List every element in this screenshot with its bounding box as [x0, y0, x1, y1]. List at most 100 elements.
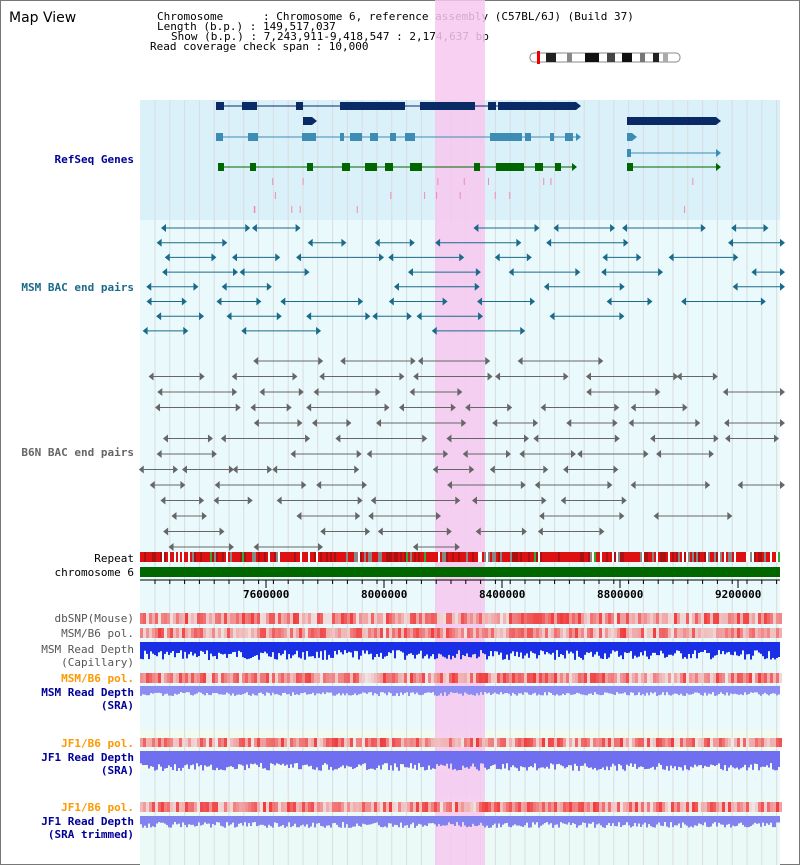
depth-bar	[326, 642, 328, 660]
track-name-jf1-b6-pol-1[interactable]: JF1/B6 pol.	[61, 737, 134, 750]
track-name-refseq[interactable]: RefSeq Genes	[54, 153, 134, 166]
depth-bar	[404, 642, 406, 660]
depth-bar	[182, 686, 184, 693]
depth-bar	[678, 816, 680, 824]
b6n-bac-track[interactable]	[138, 357, 785, 551]
track-name-msm-b6-pol-1[interactable]: MSM/B6 pol.	[61, 627, 134, 640]
track-name-msm-b6-pol-2[interactable]: MSM/B6 pol.	[61, 672, 134, 685]
depth-bar	[650, 751, 652, 768]
heat-cell	[272, 673, 275, 683]
repeat-bar[interactable]	[140, 552, 780, 562]
heat-cell	[452, 673, 455, 683]
track-name-dbsnp[interactable]: dbSNP(Mouse)	[54, 612, 134, 625]
depth-bar	[336, 751, 338, 770]
chromosome-ideogram[interactable]	[529, 51, 681, 64]
depth-bar	[436, 816, 438, 827]
depth-bar	[510, 686, 512, 696]
heat-cell	[365, 673, 368, 683]
heat-cell	[638, 738, 641, 747]
heat-cell	[221, 738, 224, 747]
repeat-segment	[174, 552, 176, 562]
heat-cell	[680, 628, 683, 638]
depth-bar	[702, 751, 704, 769]
depth-bar	[566, 816, 568, 825]
depth-bar	[634, 642, 636, 656]
heat-cell	[599, 613, 602, 624]
heat-cell	[245, 673, 248, 683]
refseq-genes-track[interactable]	[216, 102, 721, 213]
depth-tracks[interactable]	[140, 642, 780, 828]
depth-bar	[232, 686, 234, 694]
bac-end	[346, 419, 352, 427]
heat-cell	[527, 673, 530, 683]
heat-cell	[458, 802, 461, 812]
heat-cell	[404, 628, 407, 638]
repeat-segment	[750, 552, 752, 562]
track-name-msm-depth-sra-1[interactable]: MSM Read Depth	[41, 686, 134, 699]
depth-bar	[596, 751, 598, 771]
depth-bar	[486, 816, 488, 826]
depth-bar	[736, 751, 738, 768]
track-name-msm-bac[interactable]: MSM BAC end pairs	[21, 281, 134, 294]
heat-cell	[290, 673, 293, 683]
depth-bar	[358, 751, 360, 765]
bac-end	[416, 312, 422, 321]
depth-bar	[508, 686, 510, 694]
heat-cell	[446, 802, 449, 812]
bac-end	[435, 512, 441, 520]
depth-bar	[224, 816, 226, 828]
depth-bar	[748, 642, 750, 655]
heat-cell	[326, 613, 329, 624]
track-name-repeat[interactable]: Repeat	[94, 552, 134, 565]
depth-bar	[490, 686, 492, 695]
depth-bar	[178, 751, 180, 769]
repeat-segment	[672, 552, 674, 562]
msm-bac-track[interactable]	[142, 224, 785, 335]
heat-cell	[464, 673, 467, 683]
track-name-jf1-depth-sra-1[interactable]: JF1 Read Depth	[41, 751, 134, 764]
depth-bar	[572, 686, 574, 695]
heat-cell	[704, 673, 707, 683]
heat-cell	[701, 738, 704, 747]
bac-end	[251, 224, 257, 232]
heat-cell	[731, 802, 734, 812]
depth-bar	[526, 816, 528, 823]
depth-bar	[222, 751, 224, 771]
depth-bar	[336, 642, 338, 655]
heat-cell	[179, 738, 182, 747]
repeat-segment	[456, 552, 458, 562]
depth-bar	[210, 751, 212, 765]
depth-bar	[648, 751, 650, 769]
repeat-segment	[162, 552, 164, 562]
heat-cell	[470, 613, 473, 624]
heat-cell	[716, 613, 719, 624]
depth-bar	[480, 816, 482, 823]
depth-bar	[334, 816, 336, 823]
heat-tracks[interactable]	[140, 613, 782, 812]
bac-end	[375, 388, 381, 396]
track-name-msm-depth-cap-1[interactable]: MSM Read Depth	[41, 643, 134, 656]
bac-end	[658, 268, 664, 277]
heat-cell	[170, 673, 173, 683]
depth-bar	[160, 642, 162, 652]
chromosome-bar[interactable]	[140, 567, 780, 577]
repeat-segment	[484, 552, 486, 562]
track-name-jf1-b6-pol-2[interactable]: JF1/B6 pol.	[61, 801, 134, 814]
repeat-segment	[260, 552, 262, 562]
track-name-b6n-bac[interactable]: B6N BAC end pairs	[21, 446, 134, 459]
heat-cell	[665, 738, 668, 747]
heat-cell	[182, 613, 185, 624]
heat-cell	[323, 613, 326, 624]
depth-bar	[208, 816, 210, 824]
repeat-segment	[204, 552, 206, 562]
depth-bar	[334, 642, 336, 651]
track-name-jf1-depth-trim-1[interactable]: JF1 Read Depth	[41, 815, 134, 828]
heat-cell	[467, 673, 470, 683]
heat-cell	[530, 673, 533, 683]
track-name-chromosome[interactable]: chromosome 6	[54, 566, 134, 579]
heat-cell	[578, 673, 581, 683]
depth-bar	[574, 642, 576, 660]
depth-bar	[226, 642, 228, 658]
heat-cell	[455, 738, 458, 747]
